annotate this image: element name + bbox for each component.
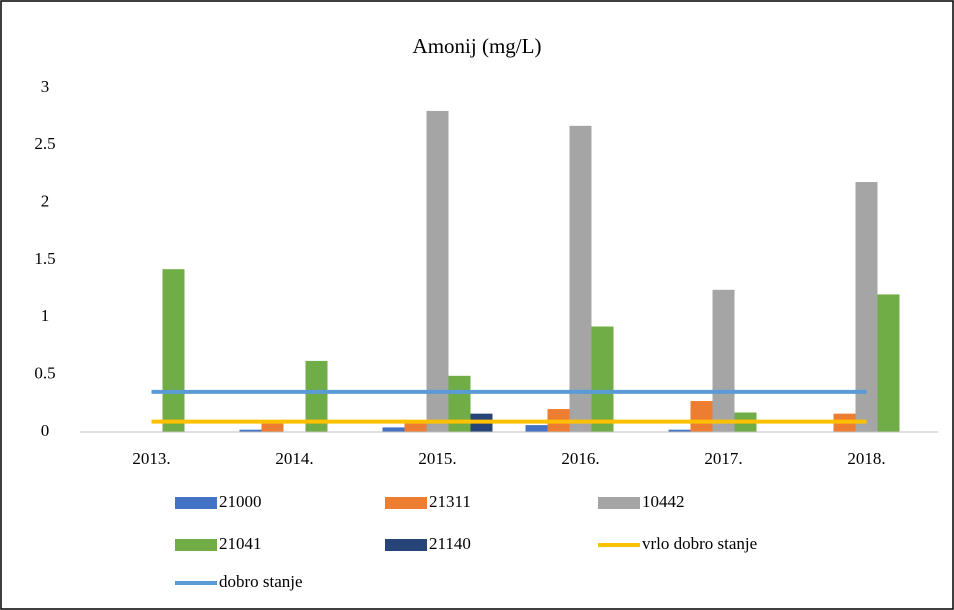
y-tick-label: 2.5 [34, 134, 55, 153]
x-tick-label: 2017. [704, 449, 742, 468]
legend-swatch [385, 539, 427, 551]
bar [382, 427, 405, 432]
bar [525, 425, 548, 432]
bar [712, 289, 735, 432]
bar [591, 326, 614, 432]
bar [855, 182, 878, 432]
legend-label: 21140 [429, 534, 471, 553]
x-tick-label: 2015. [418, 449, 456, 468]
bar [239, 429, 262, 432]
y-tick-label: 3 [41, 77, 50, 96]
bar [877, 294, 900, 432]
legend-swatch [598, 497, 640, 509]
bar [668, 429, 691, 432]
bar [426, 110, 449, 432]
x-tick-label: 2013. [132, 449, 170, 468]
y-tick-label: 0 [41, 421, 50, 440]
legend-label: 10442 [642, 492, 685, 511]
legend-label: 21000 [219, 492, 262, 511]
chart-title: Amonij (mg/L) [413, 34, 542, 58]
y-tick-label: 0.5 [34, 364, 55, 383]
legend-label: 21041 [219, 534, 262, 553]
bar [261, 422, 284, 432]
legend-swatch [385, 497, 427, 509]
legend-label: dobro stanje [219, 572, 303, 591]
bar [448, 375, 471, 432]
x-tick-label: 2016. [561, 449, 599, 468]
legend-swatch [175, 539, 217, 551]
legend-label: 21311 [429, 492, 471, 511]
bar [162, 269, 185, 432]
bar [569, 125, 592, 432]
legend-swatch [175, 497, 217, 509]
y-tick-label: 1.5 [34, 249, 55, 268]
bar [404, 420, 427, 432]
bar [690, 401, 713, 432]
y-tick-label: 1 [41, 306, 50, 325]
bar [305, 360, 328, 432]
y-tick-label: 2 [41, 192, 50, 211]
x-tick-label: 2014. [275, 449, 313, 468]
x-tick-label: 2018. [847, 449, 885, 468]
legend-label: vrlo dobro stanje [642, 534, 757, 553]
